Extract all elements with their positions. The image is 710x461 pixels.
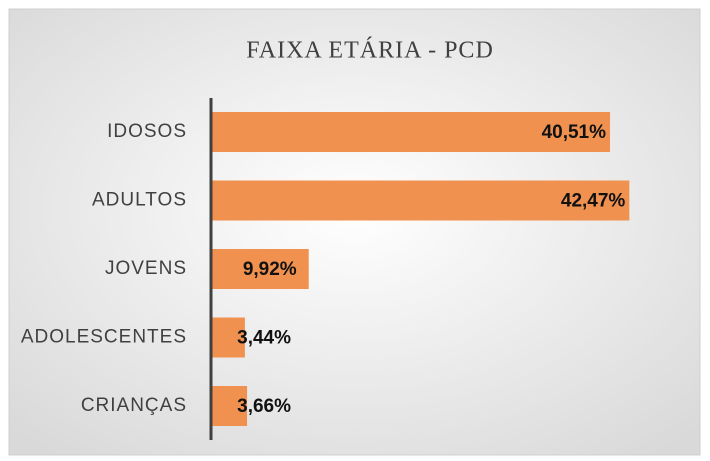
value-label: 42,47% [561,191,626,212]
bar [211,112,611,152]
value-label: 3,44% [237,328,291,349]
bar [211,180,630,221]
bar [211,249,309,289]
bar [211,386,248,426]
value-label: 40,51% [542,122,607,143]
category-label: ADOLESCENTES [21,327,187,348]
category-label: CRIANÇAS [81,395,187,416]
value-label: 3,66% [237,396,291,417]
chart-title: FAIXA ETÁRIA - PCD [246,38,494,64]
value-label: 9,92% [243,259,297,280]
category-label: IDOSOS [107,121,187,142]
category-label: ADULTOS [92,190,187,211]
chart-background [8,8,701,456]
category-label: JOVENS [105,258,187,279]
bar [211,317,245,358]
